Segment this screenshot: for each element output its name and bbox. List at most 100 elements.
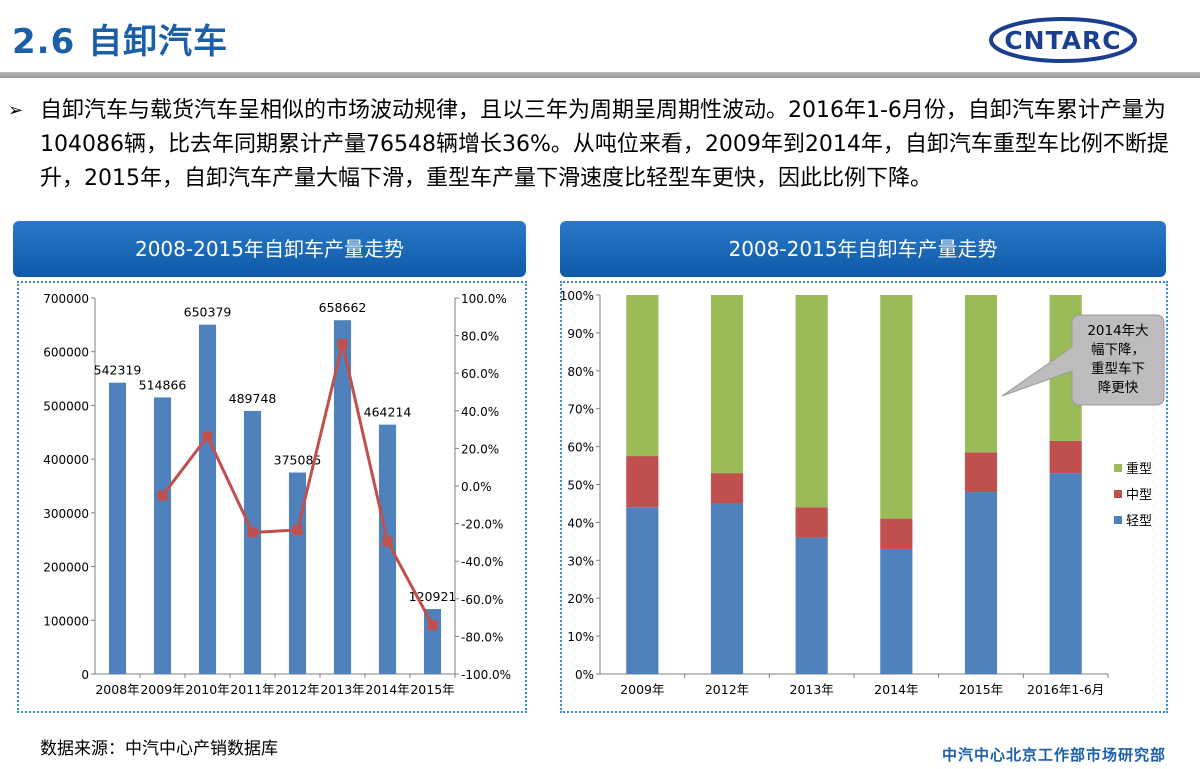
growth-rate-marker <box>292 524 303 535</box>
y-tick-label: 50% <box>567 479 594 493</box>
stacked-segment-medium <box>1049 440 1082 474</box>
y-tick-label: 100% <box>560 289 594 303</box>
y2-tick-label: -80.0% <box>461 630 503 644</box>
bar-data-label: 650379 <box>184 305 232 320</box>
stacked-segment-medium <box>795 507 828 538</box>
stacked-segment-heavy <box>626 295 659 457</box>
stacked-segment-heavy <box>795 295 828 508</box>
stacked-segment-light <box>626 507 659 674</box>
x-tick-label: 2008年 <box>95 682 139 697</box>
y-tick-label: 0 <box>81 668 89 682</box>
footer-department: 中汽中心北京工作部市场研究部 <box>942 746 1167 764</box>
y2-tick-label: 40.0% <box>461 405 499 419</box>
stacked-segment-medium <box>626 456 659 508</box>
production-bar <box>423 609 442 674</box>
x-tick-label: 2014年 <box>874 682 918 697</box>
y2-tick-label: -20.0% <box>461 518 503 532</box>
production-bar <box>153 397 172 674</box>
y-tick-label: 80% <box>567 365 594 379</box>
y-tick-label: 20% <box>567 592 594 606</box>
data-source: 数据来源：中汽中心产销数据库 <box>40 739 278 759</box>
production-bar <box>378 424 397 674</box>
catarc-logo: CNTARC <box>989 17 1137 63</box>
legend-label: 轻型 <box>1126 514 1152 529</box>
right-chart-title: 2008-2015年自卸车产量走势 <box>560 221 1166 277</box>
production-bar <box>108 382 127 674</box>
y2-tick-label: 80.0% <box>461 330 499 344</box>
bar-data-label: 514866 <box>139 377 187 392</box>
stacked-segment-medium <box>964 452 998 493</box>
production-trend-chart: 700000 600000 500000 400000 300000 200000 1000… <box>43 292 511 697</box>
stacked-segment-light <box>880 548 913 674</box>
production-bar <box>243 410 262 674</box>
stacked-segment-heavy <box>880 295 913 519</box>
y-tick-label: 70% <box>567 403 594 417</box>
legend-swatch <box>1114 490 1122 498</box>
bar-data-label: 375085 <box>274 453 322 468</box>
intro-paragraph: 自卸汽车与载货汽车呈相似的市场波动规律，且以三年为周期呈周期性波动。2016年1… <box>40 98 1169 191</box>
growth-rate-marker <box>337 338 348 349</box>
y-tick-label: 400000 <box>43 453 89 467</box>
bar-data-label: 658662 <box>319 300 367 315</box>
tonnage-share-chart: 100% 90% 80% 70% 60% 50% 40% 30% 20% 10% 0% 2009年 20… <box>560 289 1165 697</box>
bar-data-label: 464214 <box>364 405 412 420</box>
stacked-segment-medium <box>710 473 744 504</box>
growth-rate-marker <box>247 527 258 538</box>
stacked-segment-light <box>795 537 828 674</box>
y-tick-label: 10% <box>567 630 594 644</box>
y2-tick-label: 20.0% <box>461 442 499 456</box>
x-tick-label: 2015年 <box>410 682 454 697</box>
x-tick-label: 2015年 <box>959 682 1003 697</box>
legend-label: 中型 <box>1126 488 1152 503</box>
production-bar <box>288 472 307 674</box>
growth-rate-marker <box>202 431 213 442</box>
x-tick-label: 2012年 <box>705 682 749 697</box>
y2-tick-label: -100.0% <box>461 668 511 682</box>
annotation-text: 2014年大幅下降，重型车下降更快 <box>1087 323 1148 396</box>
y-tick-label: 700000 <box>43 292 89 306</box>
y2-tick-label: 0.0% <box>461 480 492 494</box>
x-tick-label: 2009年 <box>140 682 184 697</box>
stacked-segment-medium <box>880 518 913 549</box>
annotation-bubble <box>1001 314 1165 406</box>
growth-rate-marker <box>382 536 393 547</box>
y2-tick-label: -60.0% <box>461 593 503 607</box>
stacked-segment-heavy <box>710 295 744 474</box>
legend-label: 重型 <box>1126 461 1152 477</box>
bullet-arrow-icon: ➢ <box>8 100 24 121</box>
x-tick-label: 2010年 <box>185 682 229 697</box>
x-tick-label: 2013年 <box>320 682 364 697</box>
y-tick-label: 90% <box>567 327 594 341</box>
x-tick-label: 2016年1-6月 <box>1027 682 1104 697</box>
y2-tick-label: 60.0% <box>461 367 499 381</box>
y-tick-label: 40% <box>567 516 594 530</box>
y-tick-label: 600000 <box>43 346 89 360</box>
y2-tick-label: 100.0% <box>461 292 507 306</box>
y-tick-label: 100000 <box>43 614 89 628</box>
legend-swatch <box>1114 464 1122 472</box>
stacked-segment-light <box>1049 473 1082 674</box>
y-tick-label: 500000 <box>43 399 89 413</box>
growth-rate-marker <box>427 620 438 631</box>
page-title: 2.6 自卸汽车 <box>12 22 229 62</box>
annotation-callout: 2014年大幅下降，重型车下降更快 <box>1001 314 1165 406</box>
y-tick-label: 30% <box>567 554 594 568</box>
y2-tick-label: -40.0% <box>461 555 503 569</box>
x-tick-label: 2009年 <box>620 682 664 697</box>
production-bar <box>198 324 217 674</box>
x-tick-label: 2011年 <box>230 682 274 697</box>
stacked-segment-light <box>710 503 744 674</box>
production-bar <box>333 320 352 674</box>
logo-text: CNTARC <box>1004 26 1121 55</box>
x-tick-label: 2012年 <box>275 682 319 697</box>
stacked-segment-light <box>964 492 998 674</box>
right-chart-frame <box>560 281 1168 713</box>
y-tick-label: 60% <box>567 441 594 455</box>
y-tick-label: 300000 <box>43 507 89 521</box>
stacked-segment-heavy <box>964 295 998 453</box>
x-tick-label: 2013年 <box>790 682 834 697</box>
bar-data-label: 489748 <box>229 391 277 406</box>
left-chart-frame <box>17 281 527 713</box>
header-divider <box>0 72 1200 78</box>
left-chart-title: 2008-2015年自卸车产量走势 <box>13 221 526 277</box>
